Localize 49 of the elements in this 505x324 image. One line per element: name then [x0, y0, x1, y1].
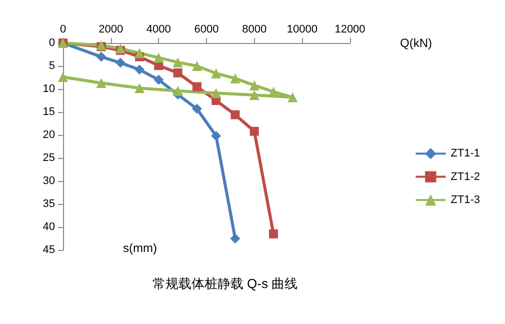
- point: [230, 234, 240, 244]
- y-tick-label: 5: [48, 60, 55, 72]
- point: [288, 92, 298, 102]
- point: [268, 229, 278, 238]
- legend-label: ZT1-1: [450, 148, 480, 160]
- point: [96, 78, 106, 88]
- point: [230, 110, 240, 120]
- x-axis-title: Q(kN): [400, 36, 432, 50]
- point: [192, 104, 202, 114]
- y-tick-label: 20: [42, 129, 55, 141]
- point: [211, 130, 222, 141]
- x-tick-label: 6000: [194, 24, 219, 36]
- point: [192, 82, 202, 92]
- point: [154, 74, 164, 85]
- y-tick-label: 25: [42, 152, 55, 164]
- point: [134, 83, 145, 94]
- x-tick-label: 4000: [146, 24, 171, 36]
- x-tick-label: 10000: [286, 24, 318, 36]
- point: [192, 61, 202, 71]
- y-tick-label: 40: [42, 221, 55, 233]
- point: [249, 80, 260, 90]
- point: [58, 72, 68, 82]
- point: [154, 52, 164, 63]
- point: [230, 73, 240, 84]
- point: [249, 90, 260, 100]
- point: [134, 64, 145, 75]
- legend-label: ZT1-2: [450, 170, 480, 183]
- text: 常规载体桩静载 Q-s 曲线: [152, 276, 298, 291]
- point: [134, 48, 145, 58]
- point: [250, 126, 259, 136]
- y-tick-label: 15: [42, 106, 55, 118]
- y-tick-label: 30: [42, 175, 55, 187]
- point: [172, 86, 183, 96]
- x-tick-label: 12000: [334, 24, 366, 36]
- point: [211, 88, 222, 98]
- y-axis-title: s(mm): [123, 241, 157, 255]
- y-tick-label: 10: [42, 83, 55, 95]
- y-tick-label: 35: [42, 198, 55, 210]
- point: [115, 58, 126, 68]
- point: [172, 57, 183, 68]
- point: [211, 68, 222, 78]
- x-tick-label: 8000: [242, 24, 267, 36]
- x-tick-label: 2000: [98, 24, 124, 36]
- point: [96, 52, 106, 62]
- y-tick-label: 45: [42, 244, 55, 256]
- legend-label: ZT1-3: [450, 194, 480, 206]
- x-tick-label: 0: [60, 24, 66, 36]
- point: [173, 68, 182, 78]
- y-tick-label: 0: [48, 37, 55, 49]
